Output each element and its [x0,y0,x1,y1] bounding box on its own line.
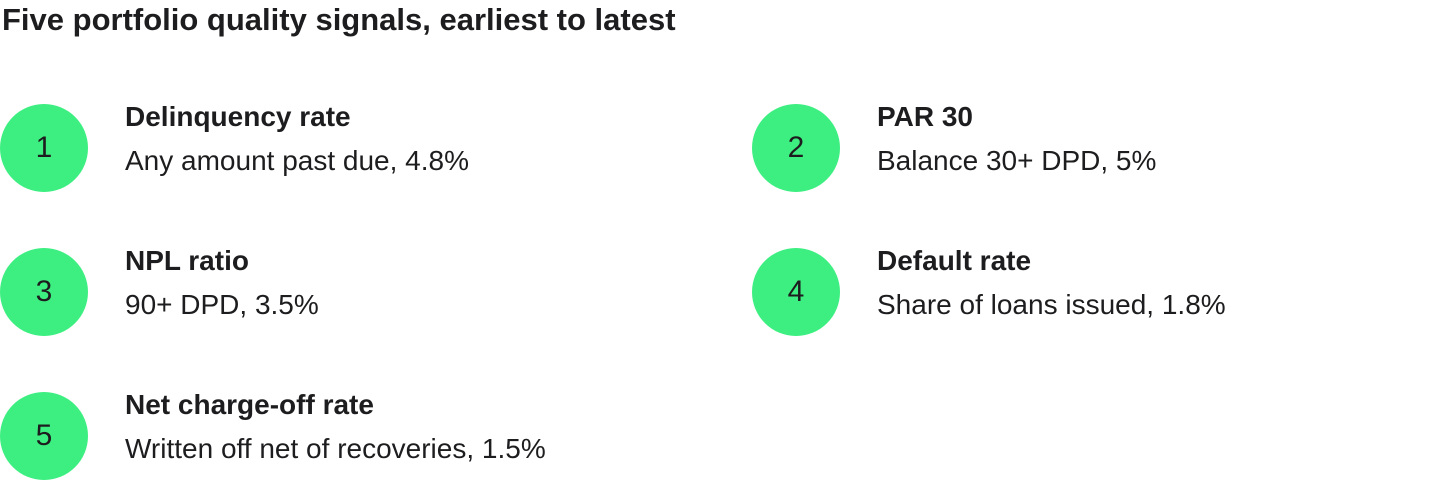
signal-item: 1 Delinquency rate Any amount past due, 4.… [0,101,660,194]
signal-label: Net charge-off rate [125,389,374,420]
signal-description: Written off net of recoveries, 1.5% [125,433,546,464]
signal-item: 4 Default rate Share of loans issued, 1.8% [752,245,1412,338]
step-number: 2 [752,104,840,192]
title: Five portfolio quality signals, earliest… [2,2,676,37]
signal-item: 5 Net charge-off rate Written off net of r… [0,389,660,482]
signal-label: NPL ratio [125,245,249,276]
step-number: 3 [0,248,88,336]
signal-label: Default rate [877,245,1032,276]
step-number: 4 [752,248,840,336]
step-number: 5 [0,392,88,480]
signal-description: Any amount past due, 4.8% [125,145,469,176]
step-number: 1 [0,104,88,192]
signal-description: Share of loans issued, 1.8% [877,289,1226,320]
signal-label: Delinquency rate [125,101,351,132]
signal-item: 3 NPL ratio 90+ DPD, 3.5% [0,245,660,338]
signal-description: Balance 30+ DPD, 5% [877,145,1157,176]
signal-label: PAR 30 [877,101,973,132]
signal-description: 90+ DPD, 3.5% [125,289,319,320]
signal-item: 2 PAR 30 Balance 30+ DPD, 5% [752,101,1412,194]
